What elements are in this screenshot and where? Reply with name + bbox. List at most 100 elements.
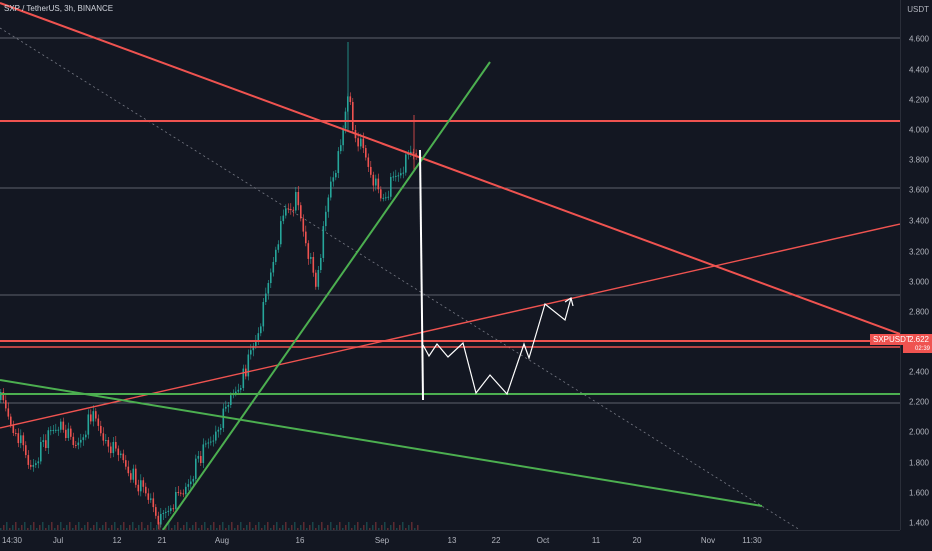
volume-bar	[411, 522, 413, 530]
candle-body	[352, 102, 354, 130]
volume-bar	[243, 528, 245, 530]
candle-body	[107, 440, 110, 447]
volume-bar	[96, 522, 98, 530]
volume-bar	[60, 522, 62, 530]
candle-body	[210, 441, 212, 443]
candle-body	[32, 465, 35, 467]
volume-bar	[348, 522, 350, 530]
candle-body	[410, 151, 412, 154]
volume-bar	[21, 525, 23, 530]
green-descending-trendline	[0, 379, 763, 507]
volume-bar	[114, 522, 116, 530]
price-tick-label: 2.000	[908, 427, 929, 437]
candle-body	[377, 178, 380, 190]
volume-bar	[132, 522, 134, 530]
time-tick-label: 14:30	[1, 536, 23, 545]
time-axis[interactable]: 14:30 Jul 12 21 Aug 16 Sep 13 22 Oct 11 20 Nov 11:30	[0, 530, 900, 551]
volume-bar	[0, 528, 2, 530]
chart-canvas[interactable]	[0, 0, 900, 530]
candle-body	[185, 486, 187, 495]
candle-body	[42, 440, 45, 442]
candle-body	[235, 391, 237, 394]
price-tick-label: 4.200	[908, 95, 929, 105]
volume-bar	[255, 525, 257, 530]
candle-body	[285, 208, 287, 216]
volume-bar	[87, 522, 89, 530]
volume-bar	[138, 525, 140, 530]
candle-body	[162, 512, 165, 514]
candle-body	[202, 444, 205, 463]
candle-body	[200, 456, 202, 463]
candle-body	[112, 442, 115, 454]
candle-body	[252, 345, 255, 351]
chart-area[interactable]: SXP / TetherUS, 3h, BINANCE	[0, 0, 900, 530]
time-tick-label: Oct	[536, 536, 550, 545]
candle-body	[60, 421, 62, 430]
volume-bar	[309, 525, 311, 530]
volume-bar	[69, 522, 71, 530]
candle-body	[205, 443, 207, 445]
volume-bar	[123, 522, 125, 530]
volume-bar	[294, 522, 296, 530]
volume-bar	[174, 525, 176, 530]
time-tick-label: Sep	[374, 536, 390, 545]
volume-bar	[54, 528, 56, 530]
volume-bar	[222, 522, 224, 530]
candle-body	[242, 368, 245, 388]
candle-body	[372, 174, 375, 186]
candle-body	[275, 249, 277, 262]
volume-bar	[192, 525, 194, 530]
candle-body	[50, 430, 52, 432]
volume-bar	[231, 522, 233, 530]
projection-arrowhead	[564, 297, 574, 307]
candle-body	[332, 177, 335, 182]
time-tick-label: 13	[447, 536, 457, 545]
volume-bar	[354, 525, 356, 530]
candle-body	[15, 433, 17, 434]
volume-bar	[183, 525, 185, 530]
candle-body	[82, 437, 85, 440]
candle-body	[390, 177, 392, 197]
volume-bar	[330, 522, 332, 530]
candle-body	[102, 433, 105, 441]
candle-body	[327, 197, 330, 212]
volume-bar	[378, 528, 380, 530]
price-tick-label: 1.400	[908, 518, 929, 528]
candle-body	[10, 416, 12, 425]
volume-bar	[312, 522, 314, 530]
price-tick-label: 3.600	[908, 185, 929, 195]
candle-body	[45, 440, 47, 448]
candle-body	[392, 176, 395, 178]
candle-body	[360, 138, 362, 147]
candle-body	[27, 455, 30, 465]
candle-body	[317, 270, 320, 287]
candle-body	[62, 421, 65, 430]
candle-body	[7, 408, 10, 417]
candle-body	[315, 272, 317, 287]
candle-body	[387, 196, 390, 198]
candle-body	[310, 257, 312, 259]
candle-body	[192, 478, 195, 482]
volume-bar	[3, 525, 5, 530]
candle-body	[132, 468, 135, 480]
volume-bar	[246, 525, 248, 530]
volume-bar	[282, 525, 284, 530]
candle-body	[0, 392, 2, 400]
volume-bar	[273, 525, 275, 530]
volume-bar	[300, 525, 302, 530]
volume-bar	[111, 525, 113, 530]
time-tick-label: 22	[491, 536, 501, 545]
candle-body	[295, 192, 297, 211]
candle-body	[80, 439, 82, 443]
volume-bar	[219, 525, 221, 530]
price-tick-label: 1.800	[908, 458, 929, 468]
price-axis[interactable]: USDT 4.600 4.400 4.200 4.000 3.800 3.600 3.400…	[900, 0, 932, 530]
volume-bar	[126, 528, 128, 530]
volume-bar	[48, 525, 50, 530]
badge-symbol: SXPUSDT	[873, 335, 911, 344]
symbol-title[interactable]: SXP / TetherUS, 3h, BINANCE	[4, 4, 114, 13]
candle-body	[280, 221, 282, 245]
price-tick-label: 2.400	[908, 367, 929, 377]
candle-body	[292, 209, 295, 211]
candle-body	[407, 153, 410, 155]
